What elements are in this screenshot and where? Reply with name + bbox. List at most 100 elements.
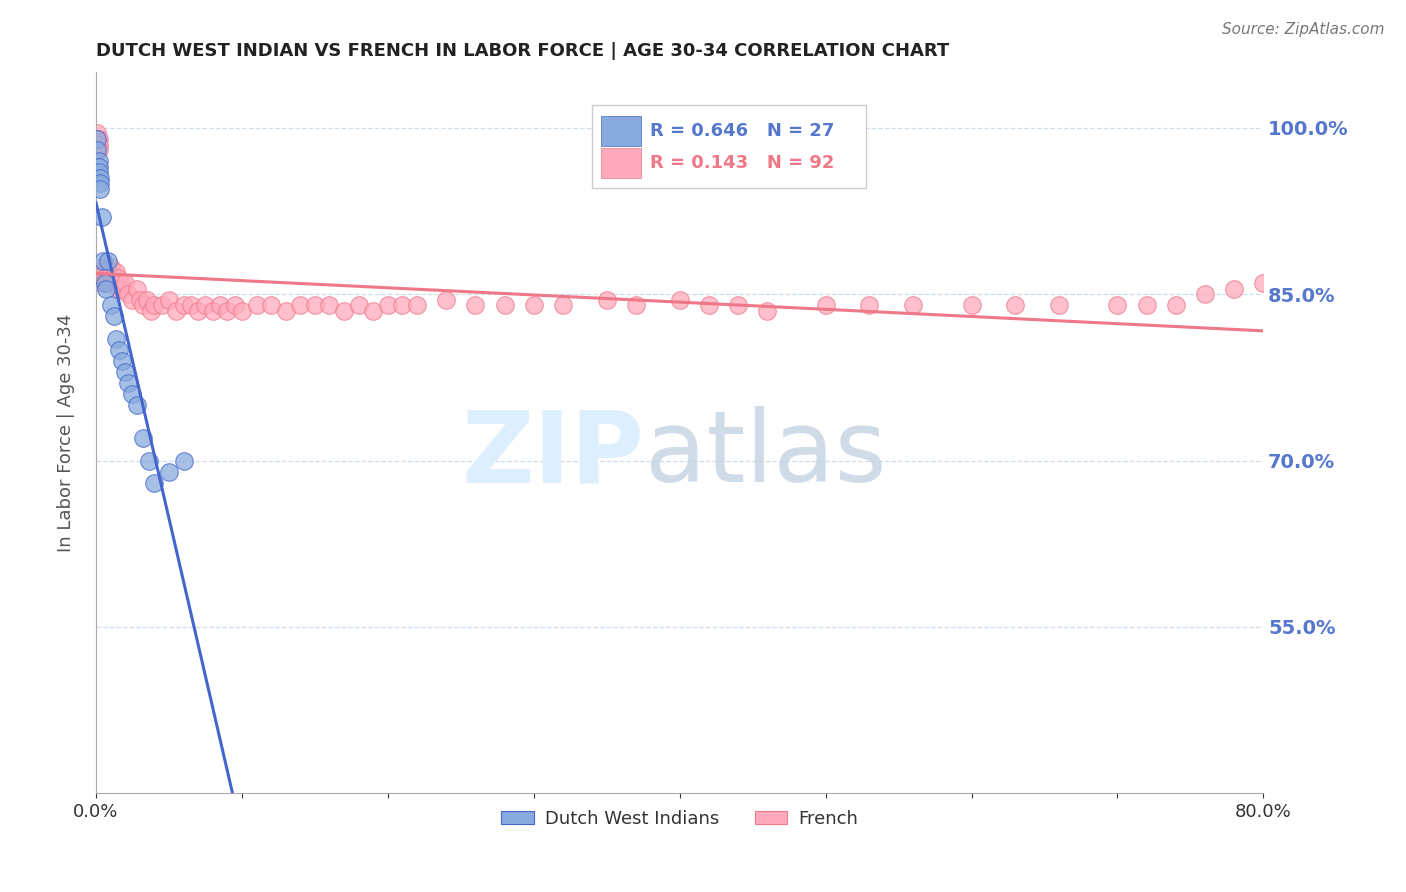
Point xyxy=(117,287,139,301)
Point xyxy=(1253,276,1275,290)
Point xyxy=(105,265,128,279)
Point xyxy=(209,298,232,312)
Point xyxy=(97,265,120,279)
Point xyxy=(100,298,122,312)
Point xyxy=(107,270,129,285)
Point xyxy=(104,276,127,290)
Point xyxy=(97,276,120,290)
Text: atlas: atlas xyxy=(645,406,886,503)
Point xyxy=(333,304,356,318)
Point xyxy=(108,282,131,296)
Point xyxy=(901,298,924,312)
Point xyxy=(727,298,749,312)
Point xyxy=(131,432,153,446)
Point xyxy=(86,132,108,146)
Point xyxy=(165,304,187,318)
Point xyxy=(290,298,312,312)
Point xyxy=(108,343,131,357)
Point xyxy=(231,304,253,318)
Point xyxy=(304,298,326,312)
Point xyxy=(136,293,159,307)
Point xyxy=(173,298,195,312)
Point xyxy=(391,298,413,312)
Point xyxy=(114,276,136,290)
Point xyxy=(94,270,117,285)
FancyBboxPatch shape xyxy=(602,148,641,178)
Point xyxy=(141,304,163,318)
Point xyxy=(596,293,619,307)
Text: ZIP: ZIP xyxy=(461,406,645,503)
Point xyxy=(756,304,779,318)
Point xyxy=(125,282,148,296)
FancyBboxPatch shape xyxy=(592,105,866,188)
Point xyxy=(86,127,108,141)
Point xyxy=(105,332,128,346)
Point xyxy=(89,265,111,279)
Point xyxy=(245,298,267,312)
Point xyxy=(1164,298,1187,312)
Point xyxy=(89,182,111,196)
Point xyxy=(150,298,173,312)
Point xyxy=(814,298,837,312)
Text: R = 0.646   N = 27: R = 0.646 N = 27 xyxy=(651,122,835,140)
Point xyxy=(157,465,180,479)
Point xyxy=(86,143,108,157)
Point xyxy=(274,304,297,318)
Point xyxy=(361,304,384,318)
FancyBboxPatch shape xyxy=(602,116,641,146)
Point xyxy=(111,282,134,296)
Point xyxy=(187,304,209,318)
Point xyxy=(125,398,148,412)
Point xyxy=(173,453,195,467)
Point xyxy=(347,298,370,312)
Y-axis label: In Labor Force | Age 30-34: In Labor Force | Age 30-34 xyxy=(58,314,75,552)
Point xyxy=(406,298,429,312)
Point xyxy=(87,160,110,174)
Point xyxy=(194,298,217,312)
Point xyxy=(224,298,246,312)
Point xyxy=(89,270,111,285)
Point xyxy=(434,293,457,307)
Point xyxy=(91,270,114,285)
Point xyxy=(87,154,110,169)
Point xyxy=(523,298,546,312)
Point xyxy=(101,270,124,285)
Point xyxy=(201,304,224,318)
Point xyxy=(180,298,202,312)
Point xyxy=(1281,265,1303,279)
Point xyxy=(98,270,121,285)
Text: Source: ZipAtlas.com: Source: ZipAtlas.com xyxy=(1222,22,1385,37)
Point xyxy=(551,298,574,312)
Point xyxy=(89,177,111,191)
Point xyxy=(377,298,399,312)
Point xyxy=(1369,631,1392,645)
Point xyxy=(624,298,647,312)
Point xyxy=(143,475,166,490)
Point xyxy=(1107,298,1129,312)
Point xyxy=(960,298,983,312)
Point xyxy=(1194,287,1216,301)
Point xyxy=(94,276,117,290)
Point xyxy=(138,453,160,467)
Point xyxy=(100,260,122,274)
Point xyxy=(90,270,112,285)
Point xyxy=(858,298,880,312)
Point xyxy=(86,137,108,152)
Point xyxy=(1136,298,1159,312)
Point xyxy=(697,298,720,312)
Point xyxy=(89,170,111,185)
Point xyxy=(89,260,111,274)
Point xyxy=(96,282,118,296)
Point xyxy=(103,310,125,324)
Point xyxy=(96,270,118,285)
Point xyxy=(1223,282,1246,296)
Point xyxy=(668,293,690,307)
Point xyxy=(87,265,110,279)
Point xyxy=(90,265,112,279)
Point xyxy=(128,293,150,307)
Point xyxy=(217,304,239,318)
Point xyxy=(91,265,114,279)
Point xyxy=(90,276,112,290)
Point xyxy=(87,165,110,179)
Point xyxy=(131,298,153,312)
